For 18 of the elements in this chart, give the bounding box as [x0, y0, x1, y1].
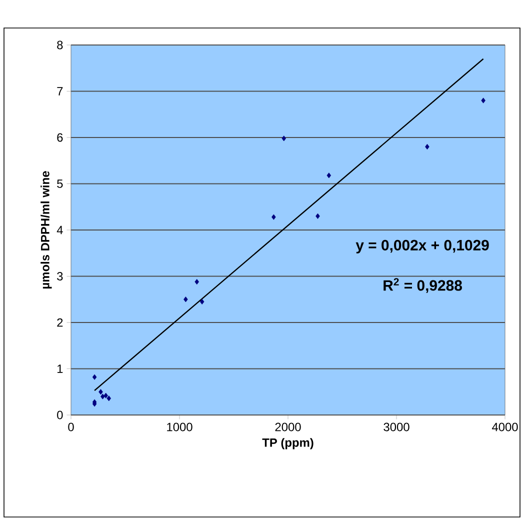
- y-tick-label: 4: [56, 226, 63, 234]
- y-tick-label: 6: [57, 133, 63, 142]
- x-tick-label: 1000: [167, 422, 192, 432]
- y-tick-label: 7: [57, 87, 63, 96]
- y-tick-label: 5: [57, 180, 63, 188]
- annotation: R$^{2}$ = 0,9288: [384, 278, 462, 293]
- x-axis-title: TP (ppm): [262, 438, 314, 450]
- y-axis-title: µmols DPPH/ml wine: [40, 171, 52, 288]
- y-tick-label: 8: [57, 40, 63, 50]
- x-tick-label: 3000: [384, 422, 410, 432]
- x-tick-label: 2000: [275, 422, 301, 432]
- x-tick-label: 0: [68, 422, 74, 432]
- x-tick-label: 4000: [492, 422, 518, 432]
- y-tick-label: 1: [57, 364, 63, 373]
- y-tick-label: 3: [57, 272, 63, 280]
- y-tick-label: 2: [57, 318, 63, 327]
- annotation: y = 0,002x + 0,1029: [356, 240, 489, 254]
- y-tick-label: 0: [57, 410, 63, 420]
